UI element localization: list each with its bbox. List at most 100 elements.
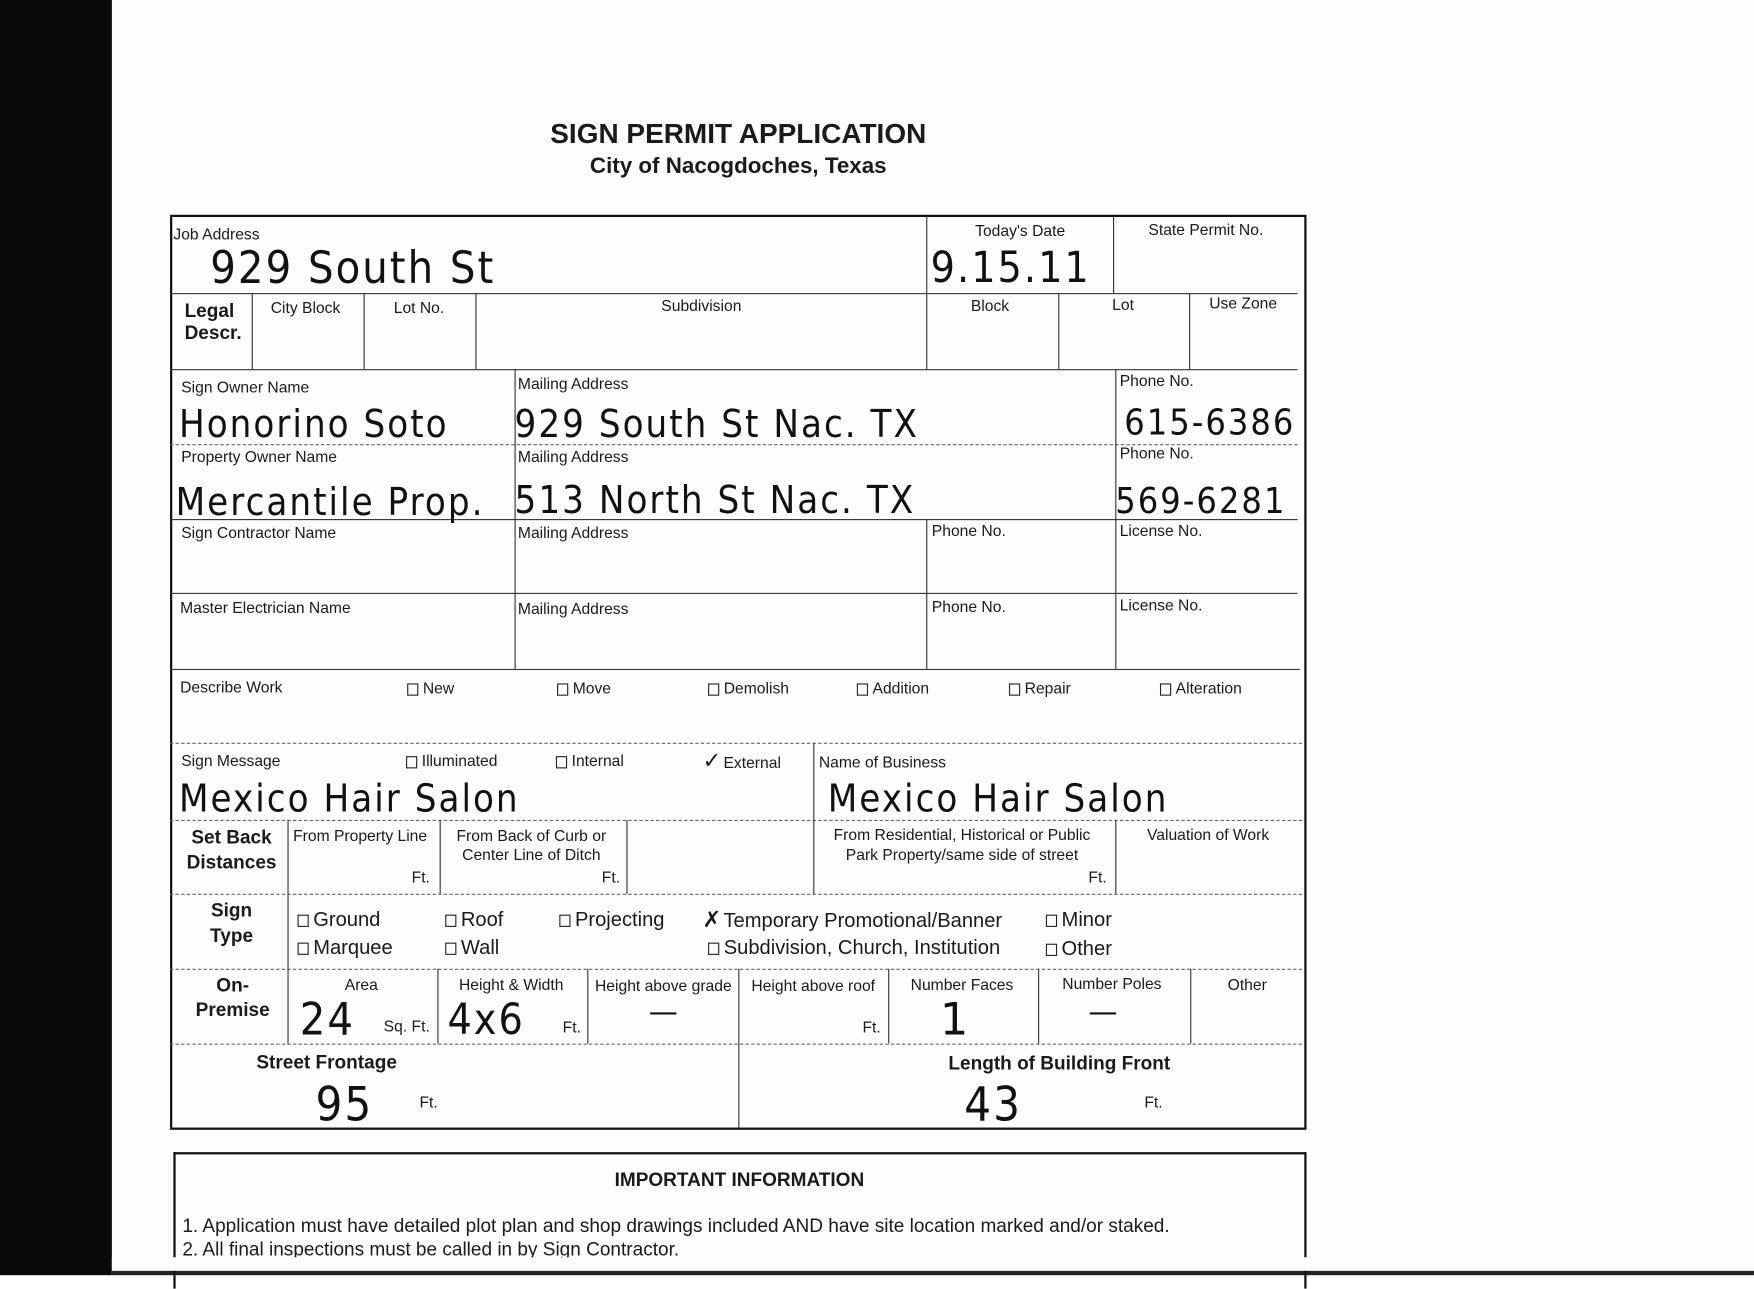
sign-owner-phone[interactable]: 615-6386 [1124,401,1296,444]
checkbox-illuminated[interactable]: Illuminated [406,752,497,770]
page-title: SIGN PERMIT APPLICATION [550,118,927,150]
sign-owner-phone-label: Phone No. [1119,371,1194,390]
sign-owner-mailing-label: Mailing Address [517,374,629,393]
property-owner-name[interactable]: Mercantile Prop. [175,480,485,526]
street-frontage-label: Street Frontage [256,1051,397,1073]
checkbox-wall[interactable]: Wall [445,936,499,959]
legal-label: Legal [184,300,235,322]
property-owner-mailing-label: Mailing Address [517,447,629,466]
number-faces-value[interactable]: 1 [939,994,969,1046]
checkbox-ground[interactable]: Ground [297,908,380,931]
checkbox-addition[interactable]: Addition [856,679,929,697]
checkbox-external[interactable]: ✓ External [702,746,781,774]
form-frame [170,214,1307,1130]
checkbox-temporary-banner[interactable]: ✗ Temporary Promotional/Banner [702,905,1003,933]
checkbox-move[interactable]: Move [557,679,611,697]
checkbox-repair[interactable]: Repair [1008,679,1071,697]
building-front-label: Length of Building Front [948,1052,1171,1075]
ft-unit: Ft. [1144,1092,1163,1111]
job-address-label: Job Address [173,224,260,243]
contractor-phone-label: Phone No. [931,521,1006,540]
checkbox-other[interactable]: Other [1045,937,1112,960]
setback-label: Set Back [191,826,272,849]
residential-label-1: From Residential, Historical or Public [833,825,1091,844]
city-block-label: City Block [270,298,341,317]
curb-label-2: Center Line of Ditch [462,845,601,864]
sign-message-value[interactable]: Mexico Hair Salon [178,776,520,822]
number-poles-label: Number Poles [1062,974,1162,993]
business-name-label: Name of Business [818,752,946,771]
block-label: Block [970,296,1010,315]
page-subtitle: City of Nacogdoches, Texas [589,153,887,179]
property-line-label: From Property Line [293,826,428,845]
job-address-value[interactable]: 929 South St [210,242,496,295]
checkbox-subdivision-church[interactable]: Subdivision, Church, Institution [708,936,1000,959]
todays-date-label: Today's Date [975,221,1066,240]
checkbox-marquee[interactable]: Marquee [297,936,393,959]
height-grade-label: Height above grade [594,976,732,995]
distances-label: Distances [186,851,277,873]
residential-label-2: Park Property/same side of street [845,845,1079,864]
describe-work-label: Describe Work [180,677,283,696]
x-mark-icon: ✗ [702,905,722,933]
area-label: Area [344,975,378,994]
ft-unit: Ft. [862,1017,881,1036]
height-width-label: Height & Width [458,975,564,994]
sign-label: Sign [210,899,253,921]
lot-no-label: Lot No. [393,298,445,317]
height-width-value[interactable]: 4x6 [447,994,525,1044]
descr-label: Descr. [184,322,242,344]
number-poles-value[interactable]: — [1088,995,1118,1030]
important-info-box [173,1152,1307,1289]
info-item: 1. Application must have detailed plot p… [182,1215,1170,1237]
sqft-unit: Sq. Ft. [383,1016,430,1035]
ft-unit: Ft. [1088,867,1107,886]
todays-date-value[interactable]: 9.15.11 [930,242,1091,293]
checkbox-alteration[interactable]: Alteration [1159,679,1242,697]
important-info-title: IMPORTANT INFORMATION [614,1169,865,1191]
sign-message-label: Sign Message [181,751,281,770]
ft-unit: Ft. [411,867,430,886]
contractor-license-label: License No. [1119,521,1203,540]
lot-label: Lot [1112,295,1134,314]
area-value[interactable]: 24 [299,994,356,1046]
subdivision-label: Subdivision [661,296,742,315]
electrician-label: Master Electrician Name [180,598,351,617]
sign-owner-label: Sign Owner Name [181,378,310,396]
info-item: 2. All final inspections must be called … [182,1238,680,1260]
checkbox-internal[interactable]: Internal [555,752,624,770]
business-name-value[interactable]: Mexico Hair Salon [827,776,1169,822]
valuation-label: Valuation of Work [1147,825,1270,844]
scan-edge [0,0,112,1276]
type-label: Type [210,925,254,947]
scan-edge-bottom [111,1270,1754,1276]
property-owner-label: Property Owner Name [181,447,338,466]
height-grade-value[interactable]: — [648,995,678,1030]
state-permit-label: State Permit No. [1148,220,1264,239]
property-owner-mailing[interactable]: 513 North St Nac. TX [514,478,916,523]
ft-unit: Ft. [419,1092,438,1111]
curb-label-1: From Back of Curb or [456,826,607,845]
electrician-mailing-label: Mailing Address [517,599,629,618]
electrician-phone-label: Phone No. [931,597,1006,616]
checkbox-projecting[interactable]: Projecting [559,908,665,931]
contractor-mailing-label: Mailing Address [517,523,629,542]
sign-owner-mailing[interactable]: 929 South St Nac. TX [514,402,919,447]
ft-unit: Ft. [601,867,621,886]
on-label: On- [216,974,250,996]
ft-unit: Ft. [562,1017,581,1036]
checkbox-new[interactable]: New [407,679,454,697]
use-zone-label: Use Zone [1209,294,1278,313]
premise-label: Premise [195,999,270,1021]
property-owner-phone[interactable]: 569-6281 [1115,479,1287,522]
sign-owner-name[interactable]: Honorino Soto [178,402,449,447]
number-faces-label: Number Faces [910,975,1014,994]
checkmark-icon: ✓ [702,746,722,774]
street-frontage-value[interactable]: 95 [315,1077,374,1132]
checkbox-demolish[interactable]: Demolish [708,679,789,697]
checkbox-roof[interactable]: Roof [445,908,503,931]
property-owner-phone-label: Phone No. [1119,444,1194,462]
checkbox-minor[interactable]: Minor [1045,908,1112,931]
building-front-value[interactable]: 43 [964,1077,1023,1132]
